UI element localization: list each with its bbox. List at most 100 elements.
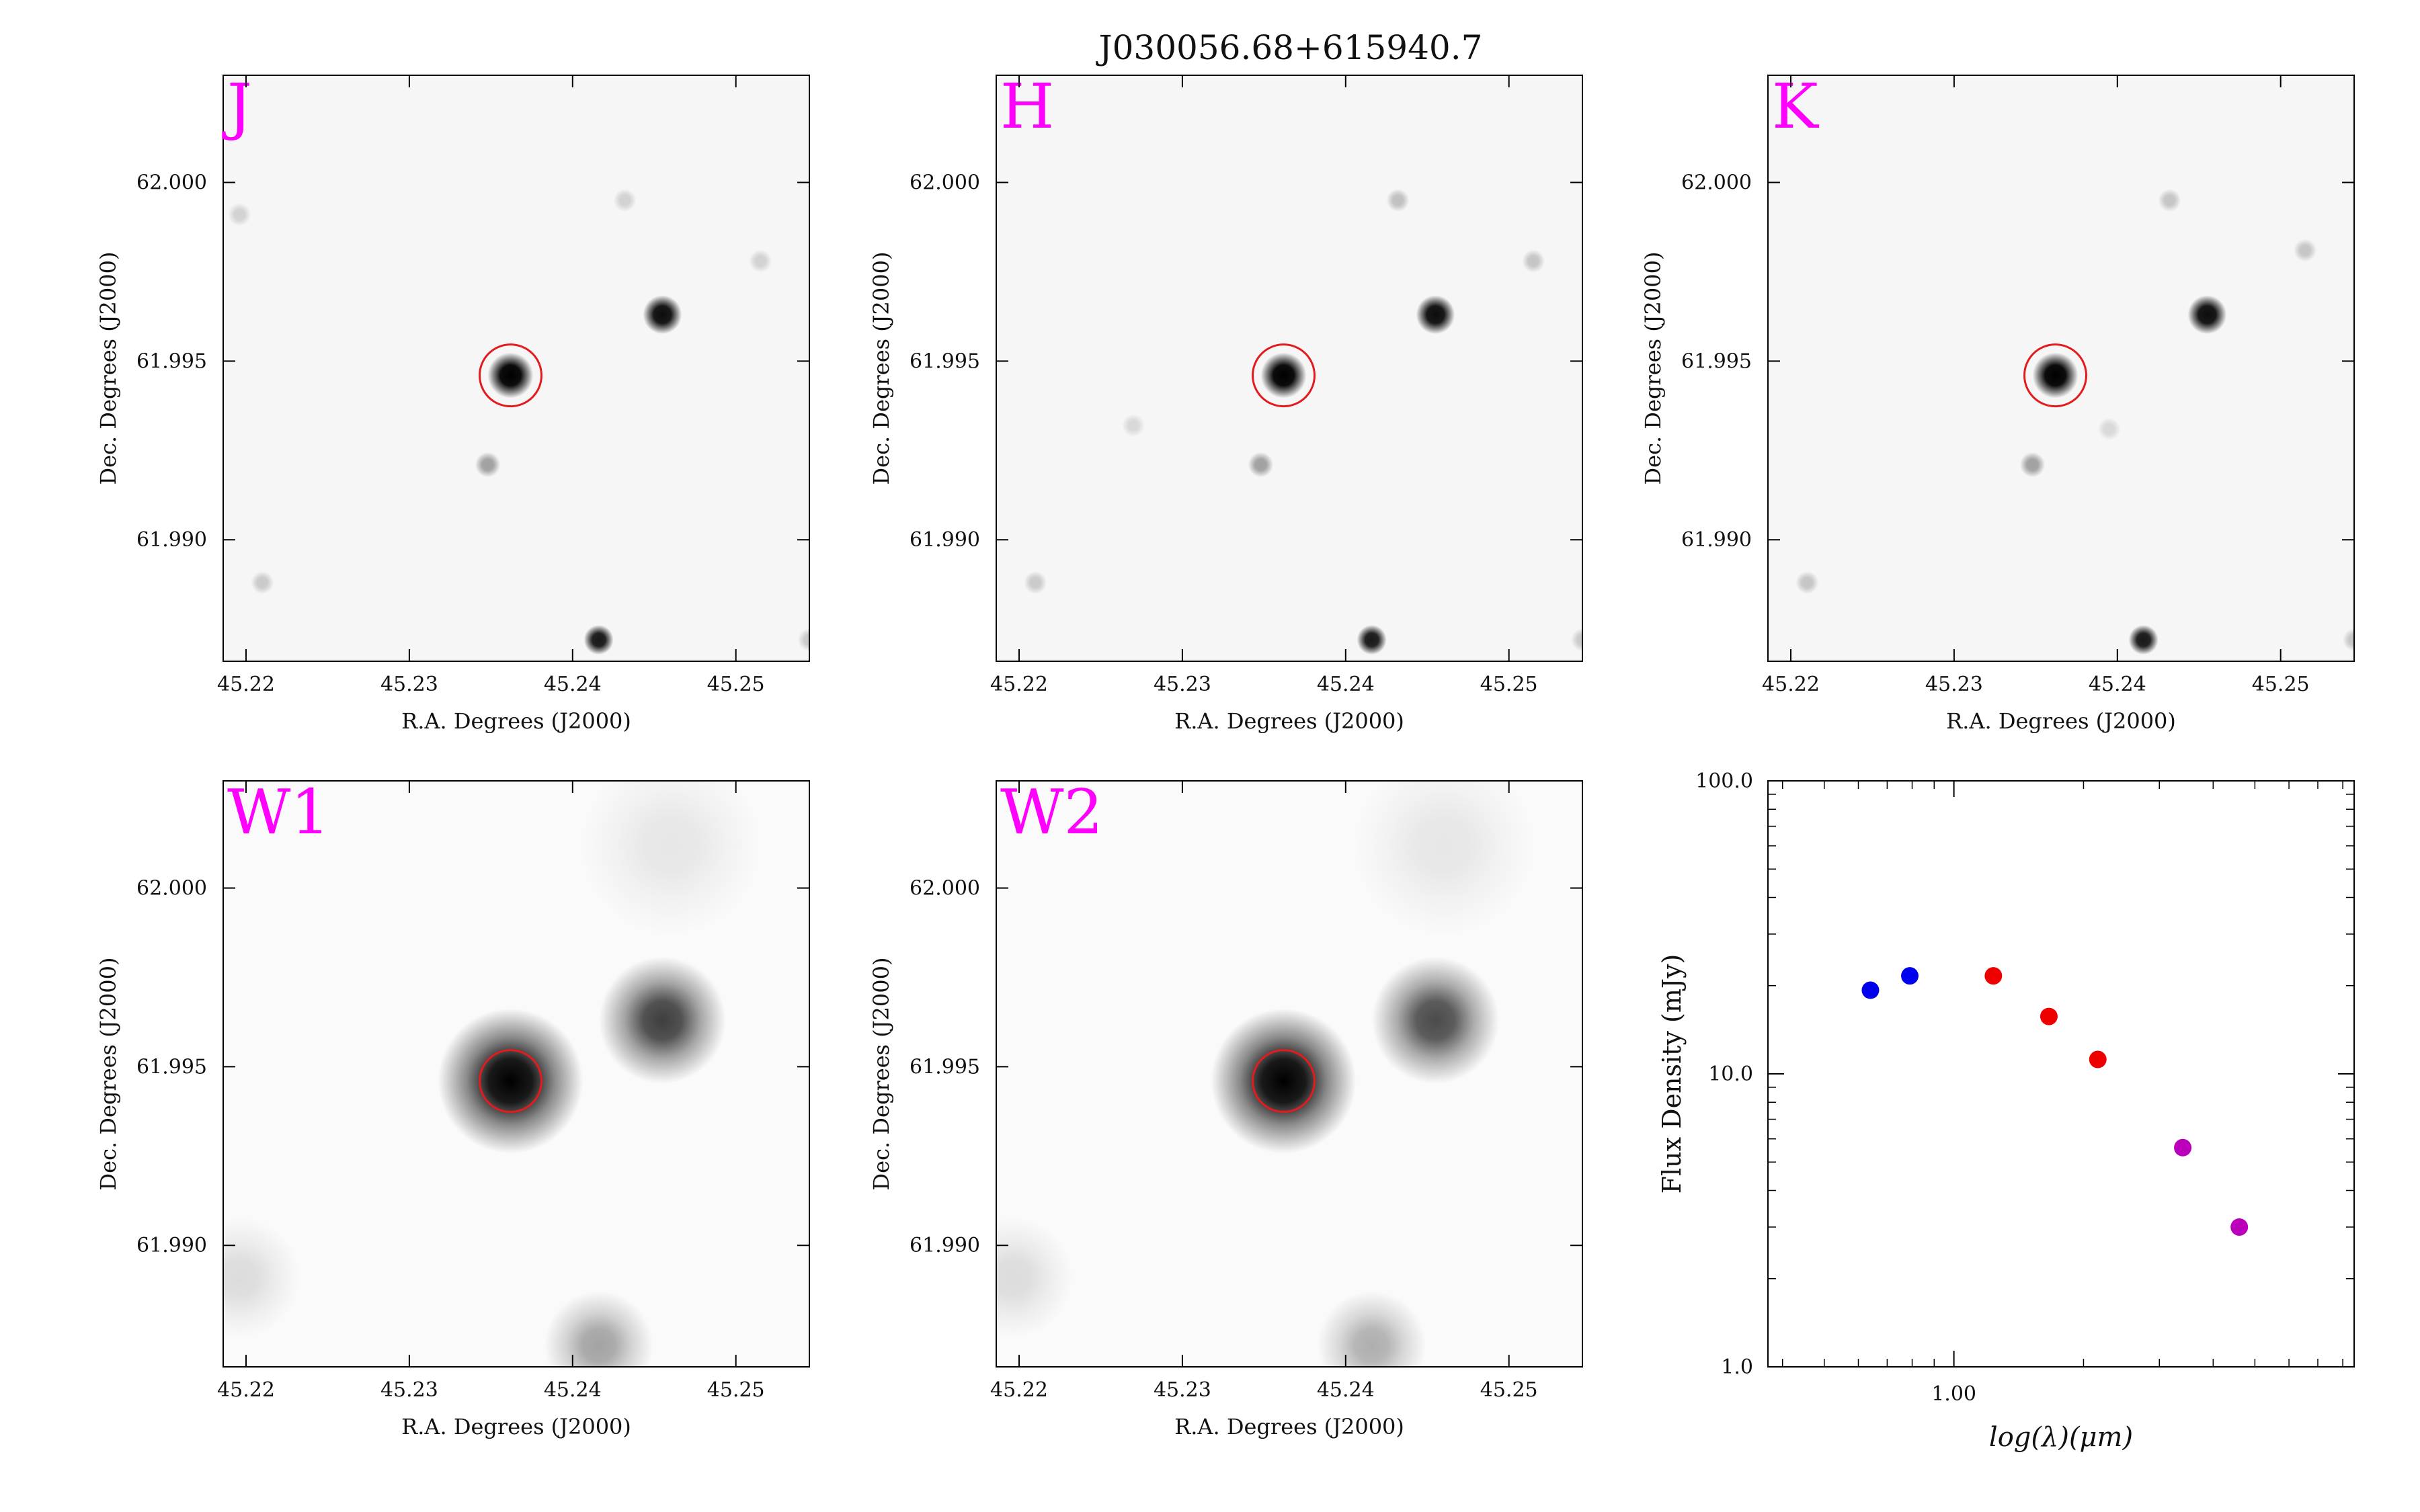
target-aperture-circle [1251,343,1316,408]
sed-x-tick-label: 1.00 [1931,1382,1976,1406]
x-axis-label: R.A. Degrees (J2000) [1946,708,2176,734]
target-source [1211,1008,1357,1154]
x-tick-label: 45.22 [990,673,1048,696]
x-tick-label: 45.25 [2252,673,2310,696]
target-source [2032,352,2079,398]
field-source [2187,295,2227,335]
y-tick-label: 62.000 [136,877,207,900]
target-aperture-circle [1251,1049,1316,1114]
image-frame [996,75,1583,662]
field-source [2019,452,2046,478]
field-source [1386,189,1410,212]
x-tick-label: 45.25 [707,1378,765,1402]
field-source [1248,452,1274,478]
target-source [487,352,534,398]
y-tick-label: 62.000 [1681,171,1752,195]
x-tick-label: 45.25 [1480,673,1538,696]
sed-data-point [2174,1138,2192,1157]
y-axis-label: Dec. Degrees (J2000) [869,252,894,485]
target-aperture-circle [478,343,542,408]
sed-data-point [2040,1007,2058,1025]
field-source [598,956,726,1084]
image-panel-w1: W1 45.22 45.23 45.24 45.25 61.990 61.995 62.000… [95,776,810,1439]
x-tick-label: 45.22 [217,1378,275,1402]
y-axis-label: Dec. Degrees (J2000) [1640,252,1666,485]
y-tick-label: 61.990 [910,1234,980,1257]
x-tick-label: 45.23 [1925,673,1983,696]
x-tick-label: 45.25 [1480,1378,1538,1402]
field-source [223,1217,300,1339]
x-tick-label: 45.23 [1154,1378,1211,1402]
sed-y-tick-label: 100.0 [1695,769,1753,793]
target-source [1260,352,1307,398]
y-tick-label: 61.995 [910,1055,980,1079]
band-label: W1 [227,776,330,848]
y-tick-label: 61.995 [136,349,207,373]
image-panel-k: K 45.22 45.23 45.24 45.25 61.990 61.995 62.000 R… [1640,71,2355,734]
y-tick-label: 61.990 [1681,528,1752,552]
field-source [2294,239,2317,262]
field-source [2158,189,2181,212]
image-frame [223,75,810,662]
sed-data-point [2089,1050,2107,1068]
image-panel-h: H 45.22 45.23 45.24 45.25 61.990 61.995 62.000 R… [869,71,1583,734]
sed-data-point [1901,967,1919,985]
x-tick-label: 45.23 [1154,673,1211,696]
figure-title: J030056.68+615940.7 [1096,28,1483,67]
field-source [1024,571,1047,595]
field-source [1371,956,1499,1084]
field-source [544,1291,653,1367]
image-frame [996,780,1583,1368]
y-tick-label: 61.990 [136,1234,207,1257]
sed-y-tick-label: 1.0 [1721,1355,1753,1379]
field-source [1317,1291,1426,1367]
field-source [996,1217,1074,1339]
x-tick-label: 45.23 [380,1378,438,1402]
y-tick-label: 62.000 [910,171,980,195]
sed-y-axis-label: Flux Density (mJy) [1657,954,1687,1194]
band-label: W2 [1000,776,1103,848]
sed-data-point [1861,981,1880,999]
x-axis-label: R.A. Degrees (J2000) [1174,1414,1404,1439]
target-aperture-circle [2023,343,2087,408]
image-panel-w2: W2 45.22 45.23 45.24 45.25 61.990 61.995 62.000… [869,776,1583,1439]
x-tick-label: 45.22 [217,673,275,696]
field-source [1353,781,1535,936]
y-tick-label: 61.995 [1681,349,1752,373]
target-aperture-circle [478,1049,542,1114]
image-frame [1767,75,2355,662]
x-tick-label: 45.24 [1317,673,1375,696]
field-source [2343,628,2354,652]
field-source [1416,295,1455,335]
y-tick-label: 62.000 [136,171,207,195]
x-axis-label: R.A. Degrees (J2000) [1174,708,1404,734]
sed-y-tick-label: 10.0 [1708,1062,1753,1086]
x-tick-label: 45.24 [1317,1378,1375,1402]
y-axis-label: Dec. Degrees (J2000) [95,252,121,485]
y-tick-label: 61.995 [910,349,980,373]
x-tick-label: 45.24 [2089,673,2146,696]
x-tick-label: 45.24 [544,673,602,696]
y-tick-label: 61.990 [910,528,980,552]
x-tick-label: 45.25 [707,673,765,696]
field-source [579,781,762,936]
field-source [1122,414,1145,437]
field-source [251,571,274,595]
field-source [798,628,809,652]
x-tick-label: 45.22 [990,1378,1048,1402]
y-tick-label: 61.995 [136,1055,207,1079]
x-tick-label: 45.23 [380,673,438,696]
image-frame [223,780,810,1368]
field-source [2128,624,2159,655]
band-label: J [222,71,252,142]
sed-plot-frame [1767,780,2355,1368]
x-tick-label: 45.24 [544,1378,602,1402]
field-source [613,189,637,212]
field-source [643,295,682,335]
field-source [583,624,614,655]
band-label: K [1772,71,1820,142]
field-source [475,452,501,478]
x-tick-label: 45.22 [1762,673,1820,696]
sed-data-point [2230,1218,2249,1236]
